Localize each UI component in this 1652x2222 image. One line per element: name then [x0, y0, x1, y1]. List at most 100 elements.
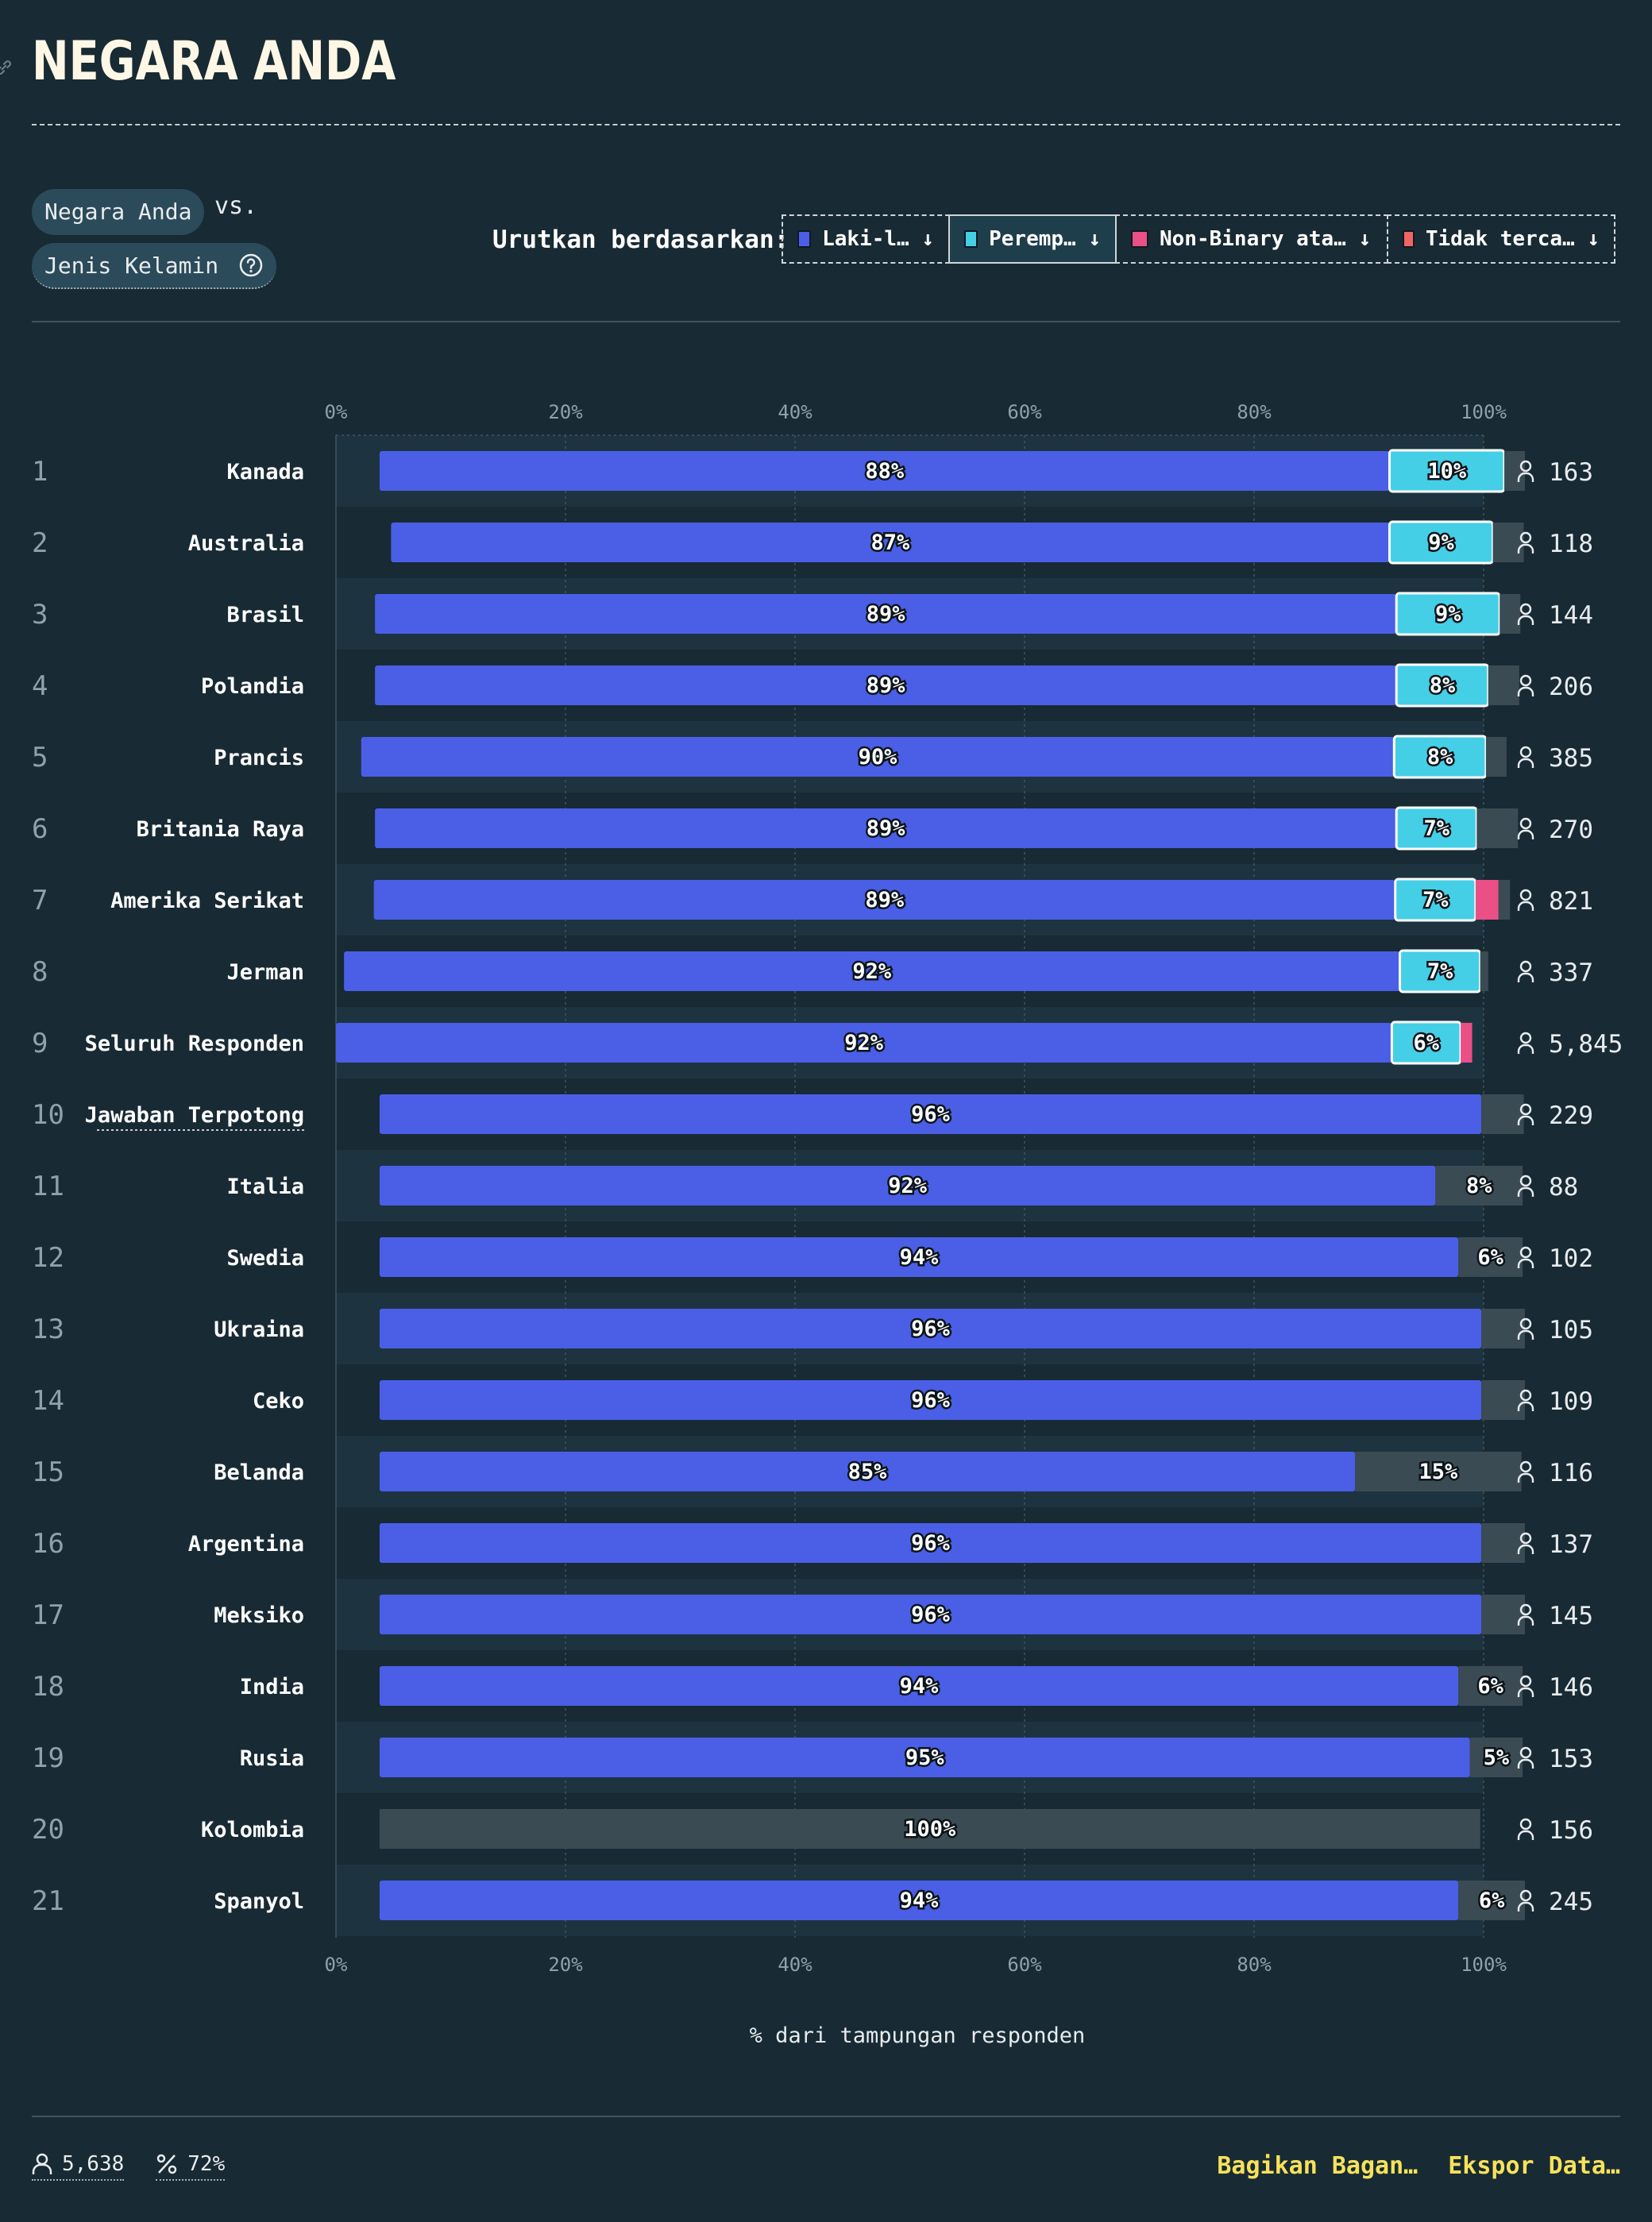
row-count: 5,845: [1549, 1030, 1623, 1059]
row-count-icon: [1517, 889, 1534, 911]
bar-male-label: 89%: [867, 602, 906, 627]
row-rank: 4: [32, 670, 48, 702]
row-count: 102: [1549, 1244, 1593, 1273]
bar-male: [344, 951, 1400, 991]
bar-male: [375, 665, 1397, 705]
row-rank: 8: [32, 956, 48, 988]
row-count: 144: [1549, 601, 1593, 630]
bar-male-label: 92%: [888, 1174, 928, 1198]
bar-other: [1481, 1595, 1526, 1634]
row-count-icon: [1517, 1246, 1534, 1268]
row-count-icon: [1517, 1389, 1534, 1411]
row-count-icon: [1517, 1032, 1534, 1054]
x-tick-bottom: 100%: [1461, 1954, 1507, 1976]
bar-male-label: 87%: [871, 530, 911, 555]
bar-other-label: 15%: [1419, 1460, 1459, 1484]
bar-male-label: 96%: [911, 1102, 951, 1127]
bar-male-label: 94%: [900, 1674, 940, 1699]
bar-other: [1488, 665, 1519, 705]
row-country: Rusia: [240, 1746, 304, 1771]
bar-other: [1504, 451, 1526, 491]
bar-other: [1476, 808, 1519, 848]
share-chart-button[interactable]: Bagikan Bagan…: [1217, 2152, 1418, 2180]
bar-female-label: 9%: [1435, 602, 1461, 627]
stacked-bar-chart: 0% 0% 20% 20% 40% 40% 60% 60% 80% 80% 100% 100% 1 Kan…: [32, 401, 1623, 2048]
row-count: 105: [1549, 1316, 1593, 1344]
row-count-icon: [1517, 1532, 1534, 1554]
bar-other-label: 6%: [1477, 1245, 1503, 1270]
row-rank: 5: [32, 742, 48, 773]
row-count: 163: [1549, 458, 1593, 487]
row-country: Argentina: [188, 1532, 304, 1557]
row-rank: 2: [32, 527, 48, 559]
export-data-button[interactable]: Ekspor Data…: [1448, 2152, 1620, 2180]
x-tick-bottom: 60%: [1007, 1954, 1042, 1976]
sort-options: Laki-l… ↓ Peremp… ↓ Non-Binary ata… ↓ Ti…: [782, 214, 1615, 264]
row-country: Belanda: [214, 1460, 304, 1485]
link-icon[interactable]: [0, 57, 14, 78]
bar-other: [1481, 1309, 1526, 1348]
bar-male-label: 89%: [867, 673, 906, 698]
bar-male: [379, 1738, 1470, 1777]
x-tick-top: 20%: [548, 401, 583, 423]
row-count-icon: [1517, 1317, 1534, 1340]
percent-stat[interactable]: 72%: [156, 2152, 226, 2181]
row-count-icon: [1517, 531, 1534, 554]
row-country: Kolombia: [201, 1818, 304, 1842]
row-country: Jawaban Terpotong: [85, 1103, 304, 1128]
footer-divider: [32, 2116, 1620, 2117]
sort-unlisted-button[interactable]: Tidak terca… ↓: [1387, 214, 1615, 264]
sort-male-button[interactable]: Laki-l… ↓: [782, 214, 950, 264]
row-rank: 1: [32, 456, 48, 488]
row-rank: 3: [32, 599, 48, 631]
female-swatch: [964, 230, 978, 248]
row-count: 145: [1549, 1602, 1593, 1630]
gender-filter-chip[interactable]: Jenis Kelamin: [32, 243, 277, 289]
sort-nonbinary-button[interactable]: Non-Binary ata… ↓: [1115, 214, 1388, 264]
bar-male-label: 92%: [844, 1031, 884, 1055]
row-country: Britania Raya: [137, 817, 304, 842]
sort-female-label: Peremp… ↓: [989, 227, 1101, 251]
bar-female-label: 9%: [1428, 530, 1454, 555]
row-rank: 12: [32, 1242, 64, 1274]
bar-male-label: 92%: [852, 959, 892, 984]
row-country: Spanyol: [214, 1889, 304, 1914]
x-tick-top: 40%: [778, 401, 812, 423]
bar-other: [1355, 1452, 1522, 1491]
row-count: 821: [1549, 887, 1593, 916]
country-filter-chip[interactable]: Negara Anda: [32, 189, 205, 235]
row-count: 88: [1549, 1173, 1578, 1202]
row-rank: 20: [32, 1814, 64, 1846]
help-icon[interactable]: [238, 253, 264, 278]
male-swatch: [797, 230, 812, 248]
row-rank: 11: [32, 1171, 64, 1202]
respondent-count-stat[interactable]: 5,638: [32, 2152, 125, 2181]
sort-male-label: Laki-l… ↓: [822, 227, 934, 251]
bar-other: [1458, 1666, 1523, 1706]
row-count: 146: [1549, 1673, 1593, 1702]
bar-other-label: 100%: [904, 1817, 956, 1842]
row-count-icon: [1517, 1603, 1534, 1626]
bar-nonbinary: [1475, 880, 1499, 920]
sort-label: Urutkan berdasarkan:: [492, 226, 789, 254]
row-count: 245: [1549, 1888, 1593, 1916]
bar-female-label: 8%: [1430, 673, 1456, 698]
row-country: Swedia: [226, 1246, 304, 1271]
row-count: 337: [1549, 959, 1593, 987]
bar-male: [379, 1237, 1459, 1277]
footer-actions: Bagikan Bagan… Ekspor Data…: [1217, 2152, 1620, 2180]
row-count-icon: [1517, 1675, 1534, 1697]
row-rank: 21: [32, 1885, 64, 1917]
bar-nonbinary: [1461, 1023, 1473, 1063]
unlisted-swatch: [1403, 230, 1415, 248]
x-tick-top: 100%: [1461, 401, 1507, 423]
bar-male: [379, 1666, 1459, 1706]
row-count: 116: [1549, 1459, 1593, 1487]
bar-other: [1481, 1523, 1526, 1563]
country-filter-label: Negara Anda: [44, 199, 192, 225]
row-count: 109: [1549, 1387, 1593, 1416]
row-count-icon: [1517, 1460, 1534, 1483]
row-count-icon: [1517, 817, 1534, 839]
bar-male-label: 95%: [905, 1746, 945, 1770]
bar-other: [1498, 880, 1511, 920]
